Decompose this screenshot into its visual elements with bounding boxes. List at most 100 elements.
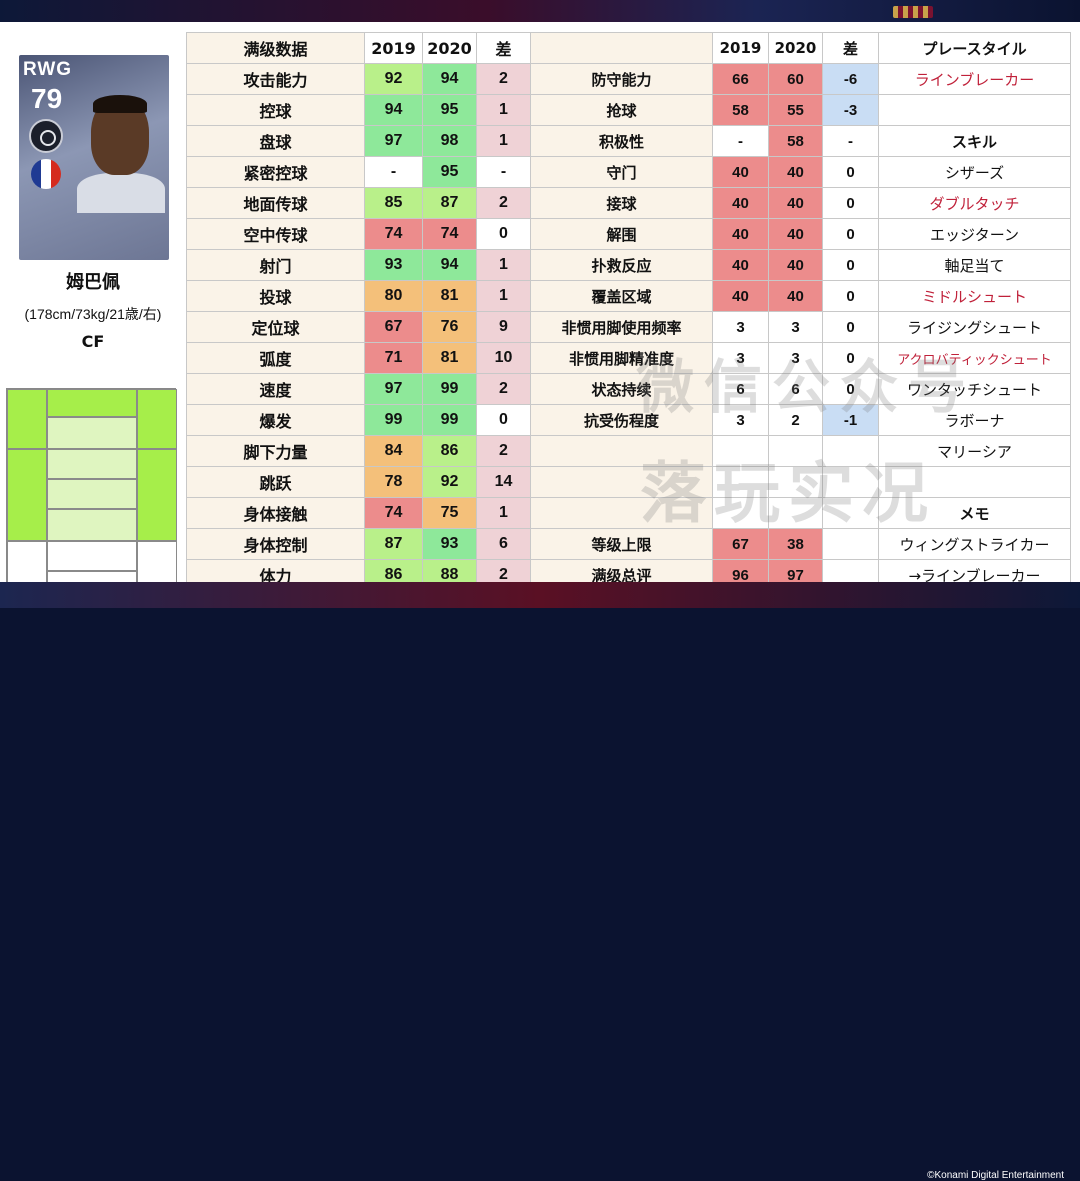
stat-value-2020: 40 [768,156,823,188]
stat-value-2020: 3 [768,311,823,343]
stat-value-2019: 99 [364,404,423,436]
stat-label: 空中传球 [186,218,365,250]
stat-label: 覆盖区域 [530,280,713,312]
stat-label [530,497,713,529]
table-row: 积极性 -58- スキル [530,125,1071,157]
stats-board: RWG 79 姆巴佩 (178cm/73kg/21歳/右) CF 满级数据 201… [0,22,1080,601]
header-playstyle: プレースタイル [878,32,1071,64]
stat-value-2019: 3 [712,404,769,436]
stat-label: 跳跃 [186,466,365,498]
skill-cell: ミドルシュート [878,280,1071,312]
stat-label: 非惯用脚精准度 [530,342,713,374]
stat-label: 防守能力 [530,63,713,95]
stat-value-2019: 92 [364,63,423,95]
skill-cell: ラインブレーカー [878,63,1071,95]
table-row: 抢球 58 55 -3 [530,94,1071,126]
stat-label: 地面传球 [186,187,365,219]
table-row: 跳跃 78 92 14 [186,466,531,498]
skill-cell [878,466,1071,498]
top-banner [0,0,1080,22]
table-row: 地面传球 85 87 2 [186,187,531,219]
stat-value-2020: 81 [422,280,477,312]
stat-label: 爆发 [186,404,365,436]
stat-value-2020: 6 [768,373,823,405]
stat-value-2019: 85 [364,187,423,219]
stat-value-2020: 95 [422,94,477,126]
stat-value-2019: 93 [364,249,423,281]
table-row: 等级上限 67 38 ウィングストライカー [530,528,1071,560]
stat-diff: - [476,156,531,188]
hz-top-center [47,389,137,417]
stat-diff [822,435,879,467]
skill-cell: スキル [878,125,1071,157]
table-header-row: 满级数据 2019 2020 差 [186,32,531,64]
header-diff: 差 [822,32,879,64]
stats-table-left: 满级数据 2019 2020 差攻击能力 92 94 2 控球 94 95 1 盘球 97 98 1 紧密控球… [186,32,531,591]
stat-diff: 1 [476,94,531,126]
stat-diff: 0 [476,218,531,250]
stat-label: 解围 [530,218,713,250]
stat-diff: 2 [476,373,531,405]
table-row: メモ [530,497,1071,529]
stat-value-2020: 76 [422,311,477,343]
stat-value-2020: 95 [422,156,477,188]
stat-value-2020: 99 [422,373,477,405]
skill-cell: マリーシア [878,435,1071,467]
stat-value-2020: 81 [422,342,477,374]
stat-value-2019: 97 [364,373,423,405]
stat-value-2020: 74 [422,218,477,250]
stat-value-2019: 3 [712,342,769,374]
stat-value-2019: 67 [364,311,423,343]
stat-value-2019: 74 [364,497,423,529]
stat-value-2020: 99 [422,404,477,436]
stat-label: 脚下力量 [186,435,365,467]
hz-left-mid [7,449,47,541]
stat-value-2020: 40 [768,187,823,219]
stat-label: 身体接触 [186,497,365,529]
position-heatmap [6,388,177,601]
stat-label [530,466,713,498]
table-row: 空中传球 74 74 0 [186,218,531,250]
stat-diff: 14 [476,466,531,498]
stat-value-2020: 58 [768,125,823,157]
stat-value-2019: 40 [712,280,769,312]
table-header-row: 2019 2020 差プレースタイル [530,32,1071,64]
table-row: 扑救反应 40 40 0 軸足当て [530,249,1071,281]
stat-value-2019: 97 [364,125,423,157]
stat-value-2019: 3 [712,311,769,343]
stat-value-2019: 40 [712,187,769,219]
skill-cell: エッジターン [878,218,1071,250]
table-row: 攻击能力 92 94 2 [186,63,531,95]
table-row: 定位球 67 76 9 [186,311,531,343]
stat-diff: 2 [476,187,531,219]
player-role: CF [81,332,105,351]
player-portrait [77,85,165,255]
copyright-text: ©Konami Digital Entertainment [927,1170,1064,1181]
stat-value-2020: 3 [768,342,823,374]
stat-diff: 1 [476,249,531,281]
table-row: 身体接触 74 75 1 [186,497,531,529]
stat-diff [822,528,879,560]
table-row: 状态持续 6 6 0 ワンタッチシュート [530,373,1071,405]
stat-label: 等级上限 [530,528,713,560]
stat-value-2019: 74 [364,218,423,250]
stat-value-2020 [768,466,823,498]
table-row: 抗受伤程度 3 2 -1 ラボーナ [530,404,1071,436]
header-label [530,32,713,64]
stat-diff: 0 [822,249,879,281]
hz-right-mid [137,449,177,541]
stat-value-2019: - [364,156,423,188]
stat-value-2020: 55 [768,94,823,126]
stat-value-2019: 40 [712,156,769,188]
stat-label: 攻击能力 [186,63,365,95]
stat-label: 抗受伤程度 [530,404,713,436]
skill-cell [878,94,1071,126]
stat-value-2020: 87 [422,187,477,219]
stat-value-2020: 92 [422,466,477,498]
club-crest-icon [893,6,933,18]
hz-left-top [7,389,47,449]
table-row: 守门 40 40 0 シザーズ [530,156,1071,188]
table-row: 非惯用脚精准度 3 3 0 アクロバティックシュート [530,342,1071,374]
stat-label: 盘球 [186,125,365,157]
stat-value-2019: 78 [364,466,423,498]
